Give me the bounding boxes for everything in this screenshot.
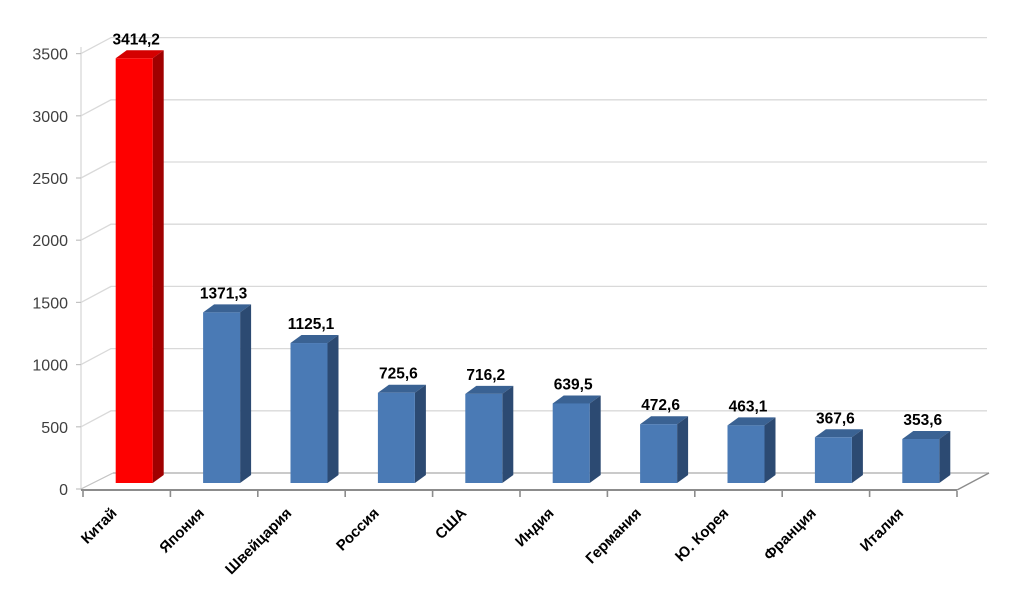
bar-side-face — [240, 304, 252, 483]
bar-4 — [377, 392, 415, 483]
bar-top-face — [902, 431, 951, 440]
bar-side-face — [414, 384, 426, 483]
y-axis-label: 1000 — [32, 358, 68, 375]
bar-8 — [727, 425, 765, 483]
bar-top-face — [727, 417, 776, 426]
value-label: 716,2 — [466, 367, 505, 384]
category-label: Швейцария — [222, 505, 295, 578]
bar-top-face — [203, 304, 252, 313]
bar-top-face — [552, 395, 601, 404]
bar-side-face — [764, 417, 776, 483]
floor-right-edge — [956, 472, 990, 491]
category-label: Россия — [333, 505, 383, 555]
bar-side-face — [589, 395, 601, 483]
gridline — [80, 285, 987, 303]
y-axis-label: 500 — [41, 420, 68, 437]
y-axis-label: 2000 — [32, 233, 68, 250]
category-label: Италия — [857, 505, 907, 555]
category-label: Индия — [512, 505, 557, 550]
bar-side-face — [327, 335, 339, 483]
bar-10 — [902, 439, 940, 483]
y-axis-label: 2500 — [32, 171, 68, 188]
value-label: 472,6 — [641, 397, 680, 414]
category-label: Германия — [582, 505, 644, 567]
y-axis-label: 1500 — [32, 295, 68, 312]
gridline — [80, 99, 987, 117]
bar-3 — [290, 343, 328, 483]
category-label: Китай — [78, 505, 121, 548]
bar-top-face — [115, 50, 164, 59]
category-label: США — [432, 505, 470, 543]
category-label: Франция — [761, 505, 820, 564]
value-label: 639,5 — [554, 376, 593, 393]
category-label: Ю. Корея — [672, 505, 732, 565]
gridline — [80, 347, 987, 366]
bar-7 — [640, 424, 678, 483]
bar-side-face — [152, 50, 164, 483]
bar-side-face — [677, 416, 689, 483]
bar-top-face — [290, 335, 339, 344]
gridline — [80, 36, 987, 55]
y-axis-label: 0 — [59, 482, 68, 499]
gridline — [80, 223, 987, 241]
bar-side-face — [851, 429, 863, 483]
y-axis-label: 3500 — [32, 47, 68, 64]
bar-1 — [115, 58, 153, 483]
value-label: 1371,3 — [200, 285, 248, 302]
value-label: 3414,2 — [112, 31, 159, 48]
value-label: 725,6 — [379, 366, 418, 383]
value-label: 1125,1 — [288, 316, 335, 333]
value-label: 353,6 — [903, 412, 942, 429]
y-axis-label: 3000 — [32, 109, 68, 126]
value-label: 463,1 — [729, 398, 768, 415]
floor-left-edge — [80, 472, 114, 490]
bar-side-face — [939, 431, 951, 483]
gridline — [80, 410, 987, 428]
bar-top-face — [814, 429, 863, 438]
bar-top-face — [465, 385, 514, 394]
bar-9 — [814, 437, 852, 483]
bar-side-face — [502, 385, 514, 483]
category-label: Япония — [156, 505, 208, 557]
bar-top-face — [640, 416, 689, 425]
bar-2 — [203, 312, 241, 483]
bar-5 — [465, 393, 503, 483]
gridline — [80, 161, 987, 179]
bar-6 — [552, 403, 590, 483]
value-label: 367,6 — [816, 410, 855, 427]
bar-top-face — [377, 384, 426, 393]
